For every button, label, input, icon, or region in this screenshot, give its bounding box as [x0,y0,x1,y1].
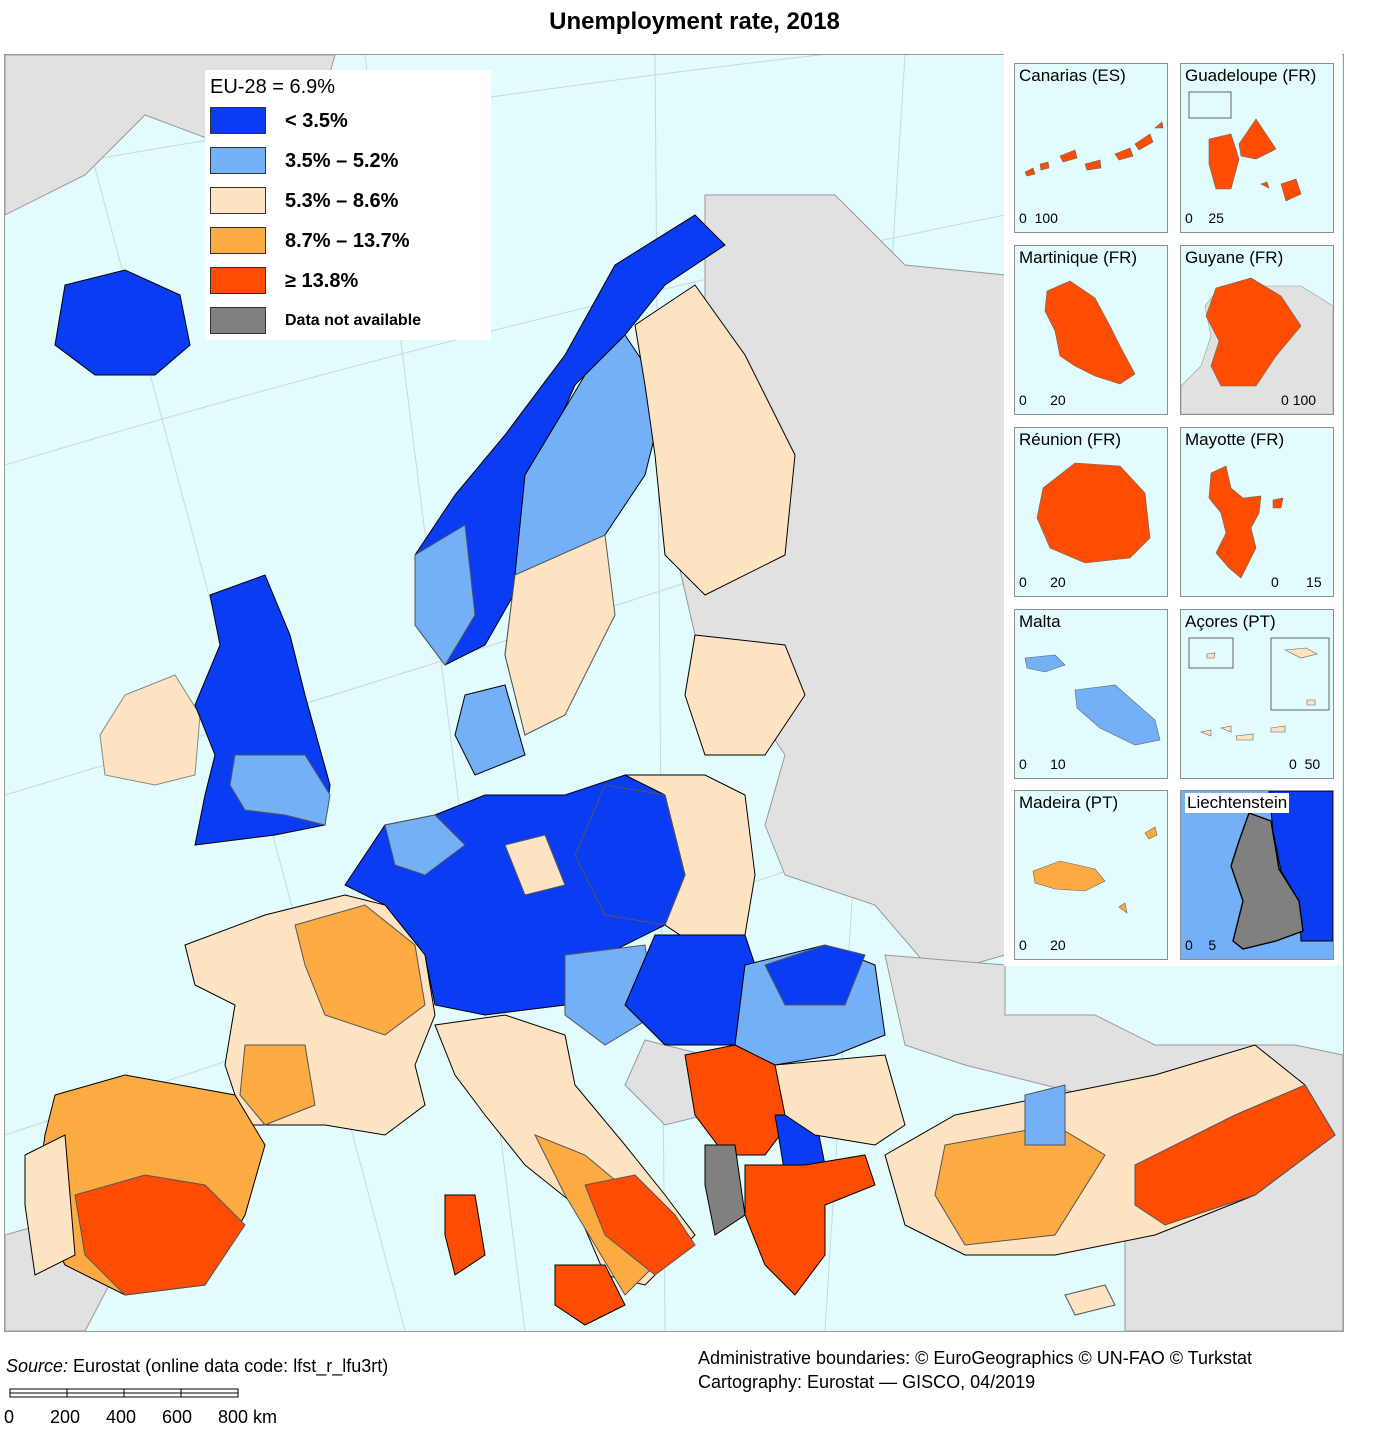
sardinia-region [444,1194,486,1276]
portugal-region [24,1134,76,1276]
france-south-region [239,1044,316,1126]
inset-liechtenstein: Liechtenstein 0 5 [1180,790,1334,960]
cyprus-region [1064,1284,1116,1316]
legend-label: < 3.5% [285,110,348,132]
inset-scale: 0 20 [1019,392,1066,408]
insets-panel: Canarias (ES) 0 100 Guadeloupe (FR) 0 25 [1004,54,1342,966]
scale-bar: 0 200 400 600 800 km [4,1385,308,1430]
norway-west-region [414,524,476,666]
inset-scale: 0 20 [1019,574,1066,590]
inset-guadeloupe: Guadeloupe (FR) 0 25 [1180,63,1334,233]
inset-malta: Malta 0 10 [1014,609,1168,779]
inset-scale: 0 100 [1281,392,1317,408]
inset-acores: Açores (PT) 0 50 [1180,609,1334,779]
sicily-region [554,1264,626,1326]
inset-mayotte: Mayotte (FR) 0 15 [1180,427,1334,597]
legend-label: 3.5% – 5.2% [285,150,399,172]
inset-title: Guyane (FR) [1185,248,1284,267]
source-note: Source: Eurostat (online data code: lfst… [6,1356,389,1376]
poland-west-region [574,784,686,926]
legend-header: EU-28 = 6.9% [210,76,336,98]
inset-scale: 0 20 [1019,937,1066,953]
ireland-region [99,674,201,786]
finland-region [634,284,796,596]
scale-tick: 400 [106,1407,137,1427]
norway-region [414,214,726,666]
uk-south-region [229,754,331,826]
france-north-region [294,904,426,1036]
inset-title: Madeira (PT) [1019,793,1119,812]
scale-tick: 800 km [218,1407,278,1427]
credits-boundaries: Administrative boundaries: © EuroGeograp… [698,1348,1253,1368]
austria-region [564,944,656,1046]
inset-title: Canarias (ES) [1019,66,1126,85]
inset-title: Réunion (FR) [1019,430,1122,449]
inset-title: Martinique (FR) [1019,248,1138,267]
greece-region [744,1154,876,1296]
scale-tick: 0 [4,1407,15,1427]
inset-madeira: Madeira (PT) 0 20 [1014,790,1168,960]
romania-north-region [764,944,866,1006]
inset-guyane: Guyane (FR) 0 100 [1180,245,1334,415]
credits-cartography: Cartography: Eurostat — GISCO, 04/2019 [698,1372,1036,1392]
bulgaria-region [774,1054,906,1146]
inset-canarias: Canarias (ES) 0 100 [1014,63,1168,233]
map-legend: EU-28 = 6.9% < 3.5% 3.5% – 5.2% 5.3% – 8… [205,70,491,340]
map-title: Unemployment rate, 2018 [549,8,840,35]
legend-swatch [210,147,266,174]
turkey-east-region [1134,1084,1336,1226]
netherlands-region [384,814,466,876]
inset-scale: 0 10 [1019,756,1066,772]
legend-swatch [210,307,266,334]
inset-scale: 0 5 [1185,937,1217,953]
inset-title: Liechtenstein [1185,793,1290,813]
spain-south-region [74,1174,246,1296]
albania-region [704,1144,746,1236]
inset-scale: 0 15 [1271,574,1322,590]
inset-title: Mayotte (FR) [1185,430,1285,449]
baltic-region [684,634,806,756]
inset-title: Açores (PT) [1185,612,1276,631]
inset-title: Malta [1019,612,1061,631]
inset-scale: 0 25 [1185,210,1224,226]
denmark-region [454,684,526,776]
italy-south-region [584,1174,696,1276]
inset-scale: 0 100 [1019,210,1058,226]
sweden-south-region [504,534,616,736]
legend-swatch [210,267,266,294]
turkey-istanbul-region [1024,1084,1066,1146]
legend-label: Data not available [285,312,422,329]
inset-scale: 0 50 [1289,756,1321,772]
legend-swatch [210,107,266,134]
inset-reunion: Réunion (FR) 0 20 [1014,427,1168,597]
legend-swatch [210,187,266,214]
iceland-region [54,269,191,376]
legend-swatch [210,227,266,254]
inset-title: Guadeloupe (FR) [1185,66,1317,85]
legend-label: 8.7% – 13.7% [285,230,410,252]
inset-martinique: Martinique (FR) 0 20 [1014,245,1168,415]
scale-tick: 200 [50,1407,81,1427]
berlin-east-region [504,834,566,896]
scale-tick: 600 [162,1407,193,1427]
legend-label: 5.3% – 8.6% [285,190,399,212]
legend-label: ≥ 13.8% [285,270,359,292]
